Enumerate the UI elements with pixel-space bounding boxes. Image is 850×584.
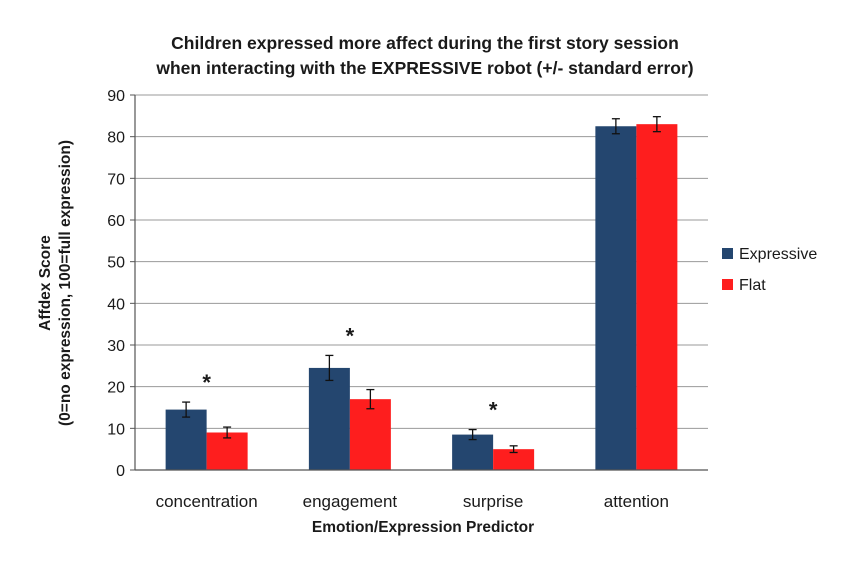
chart-title-line-2: when interacting with the EXPRESSIVE rob… (155, 58, 693, 78)
bars (165, 124, 678, 471)
error-bars (182, 116, 661, 454)
y-axis: 0 10 20 30 40 50 60 70 80 90 (107, 88, 136, 480)
y-tick-label: 20 (107, 380, 125, 397)
bar-expressive-engagement (308, 367, 350, 470)
x-tick-label-surprise: surprise (463, 492, 523, 511)
bar-flat-engagement (349, 399, 391, 470)
y-tick-label: 80 (107, 130, 125, 147)
y-tick-label: 70 (107, 171, 125, 188)
bar-flat-concentration (206, 432, 248, 470)
significance-star-surprise: * (489, 398, 498, 423)
significance-star-engagement: * (346, 323, 355, 348)
y-tick-label: 30 (107, 338, 125, 355)
chart-title-line-1: Children expressed more affect during th… (171, 33, 679, 53)
bar-expressive-surprise (452, 434, 494, 470)
legend-swatch-flat (722, 279, 733, 290)
significance-markers: * * * (202, 323, 498, 422)
y-axis-title: Affdex Score (0=no expression, 100=full … (37, 140, 74, 426)
bar-flat-surprise (493, 449, 535, 470)
x-axis-title: Emotion/Expression Predictor (312, 519, 534, 536)
x-tick-label-attention: attention (604, 492, 669, 511)
bar-expressive-concentration (165, 409, 207, 470)
legend: Expressive Flat (722, 246, 817, 294)
y-tick-label: 50 (107, 255, 125, 272)
x-axis: concentration engagement surprise attention (135, 469, 708, 511)
significance-star-concentration: * (202, 370, 211, 395)
y-tick-label: 90 (107, 88, 125, 105)
y-tick-label: 10 (107, 421, 125, 438)
bar-flat-attention (636, 124, 678, 471)
legend-label-flat: Flat (739, 277, 766, 294)
legend-label-expressive: Expressive (739, 246, 817, 263)
chart-title: Children expressed more affect during th… (155, 33, 693, 78)
y-axis-title-line-1: Affdex Score (37, 235, 54, 331)
legend-swatch-expressive (722, 248, 733, 259)
bar-expressive-attention (595, 126, 637, 470)
gridlines (135, 94, 708, 429)
x-tick-label-engagement: engagement (303, 492, 398, 511)
y-tick-label: 60 (107, 213, 125, 230)
y-tick-label: 40 (107, 296, 125, 313)
x-tick-label-concentration: concentration (156, 492, 258, 511)
y-axis-title-line-2: (0=no expression, 100=full expression) (57, 140, 74, 426)
y-tick-label: 0 (116, 463, 125, 480)
